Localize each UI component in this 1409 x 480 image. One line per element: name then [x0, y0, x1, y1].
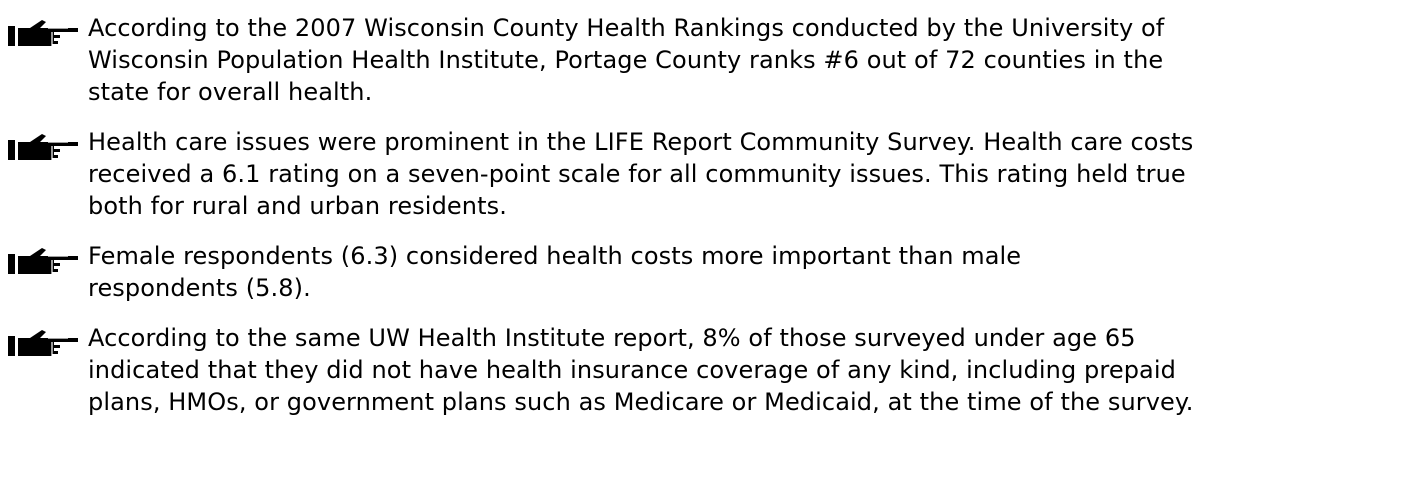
pointing-hand-icon — [8, 248, 78, 274]
bullet-text: Health care issues were prominent in the… — [88, 128, 1194, 156]
bullet-text: state for overall health. — [88, 78, 373, 106]
pointing-hand-icon — [8, 134, 78, 160]
pointing-hand-icon — [8, 20, 78, 46]
pointing-hand-icon — [8, 330, 78, 356]
bullet-text: plans, HMOs, or government plans such as… — [88, 388, 1194, 416]
bullet-item: According to the 2007 Wisconsin County H… — [0, 12, 1409, 108]
bullet-item: Female respondents (6.3) considered heal… — [0, 240, 1409, 304]
bullet-text: According to the 2007 Wisconsin County H… — [88, 14, 1165, 42]
bullet-text: received a 6.1 rating on a seven-point s… — [88, 160, 1186, 188]
bullet-item: Health care issues were prominent in the… — [0, 126, 1409, 222]
bullet-text: indicated that they did not have health … — [88, 356, 1176, 384]
bullet-text: both for rural and urban residents. — [88, 192, 507, 220]
bullet-item: According to the same UW Health Institut… — [0, 322, 1409, 418]
bullet-text: respondents (5.8). — [88, 274, 311, 302]
bullet-text: Wisconsin Population Health Institute, P… — [88, 46, 1164, 74]
bullet-text: Female respondents (6.3) considered heal… — [88, 242, 1022, 270]
bullet-list: According to the 2007 Wisconsin County H… — [0, 12, 1409, 418]
bullet-text: According to the same UW Health Institut… — [88, 324, 1136, 352]
